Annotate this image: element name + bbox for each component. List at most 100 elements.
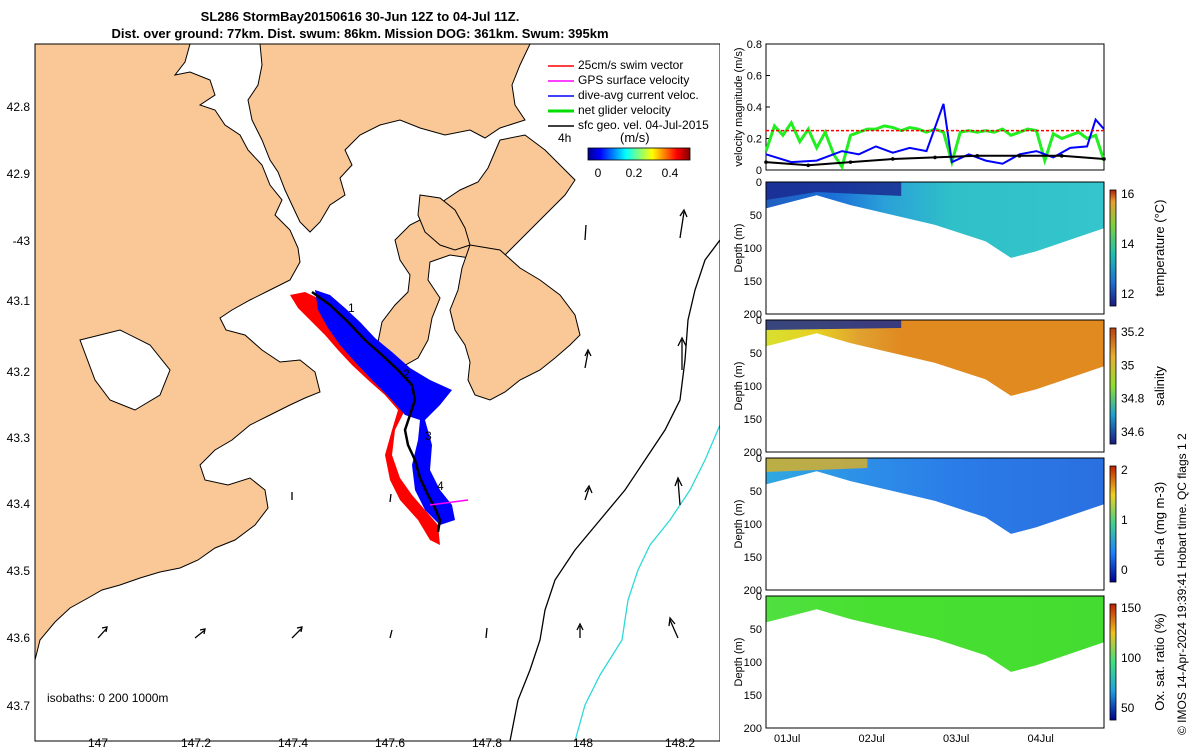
fresh-surface-layer bbox=[766, 320, 902, 330]
velocity-ytick: 0.2 bbox=[747, 134, 762, 146]
colorbar-label: salinity bbox=[1152, 366, 1167, 406]
colorbar-tick: 50 bbox=[1121, 701, 1135, 715]
geo-velocity-arrows bbox=[97, 208, 688, 639]
lat-tick: 42.9 bbox=[7, 167, 31, 181]
day-marker-2: 2 bbox=[403, 367, 410, 381]
depth-tick: 50 bbox=[750, 624, 762, 636]
colorbar-label: chl-a (mg m-3) bbox=[1152, 482, 1167, 567]
section-data-field bbox=[766, 596, 1104, 672]
cold-surface-layer bbox=[766, 182, 902, 200]
colorbar-tick: 1 bbox=[1121, 513, 1128, 527]
lon-tick: 147.2 bbox=[181, 736, 211, 750]
lat-tick: 43.6 bbox=[7, 631, 31, 645]
lon-tick: 147.6 bbox=[375, 736, 405, 750]
geo-velocity-point bbox=[764, 160, 768, 164]
current-vector-band bbox=[315, 290, 455, 525]
depth-tick: 150 bbox=[744, 690, 762, 702]
map-legend: 25cm/s swim vector GPS surface velocity … bbox=[548, 58, 709, 132]
colorbar-tick: 14 bbox=[1121, 237, 1135, 251]
geo-velocity-point bbox=[975, 154, 980, 158]
velocity-ytick: 0.4 bbox=[747, 102, 762, 114]
colorbar-label: Ox. sat. ratio (%) bbox=[1152, 613, 1167, 711]
velocity-series-dive-avg-current bbox=[765, 103, 1105, 165]
colorbar-tick: 16 bbox=[1121, 187, 1135, 201]
section-colorbar bbox=[1109, 327, 1117, 445]
date-tick: 01Jul bbox=[774, 733, 800, 745]
geo-velocity-point bbox=[890, 157, 895, 161]
swim-vector-band bbox=[290, 292, 440, 545]
legend-swim-vector: 25cm/s swim vector bbox=[578, 58, 683, 72]
lat-tick: -43 bbox=[13, 234, 31, 248]
depth-tick: 100 bbox=[744, 243, 762, 255]
lon-tick: 148.2 bbox=[665, 736, 695, 750]
glider-track-line bbox=[311, 290, 442, 533]
geo-velocity-point bbox=[848, 160, 853, 164]
section-temperature: 0 50 100 150 200 Depth (m) 12 14 16 temperature (… bbox=[733, 177, 1167, 321]
depth-tick: 200 bbox=[744, 585, 762, 597]
lon-tick: 147.4 bbox=[278, 736, 308, 750]
section-colorbar bbox=[1109, 189, 1117, 307]
depth-tick: 150 bbox=[744, 552, 762, 564]
depth-tick: 0 bbox=[756, 591, 762, 603]
isobath-1000m bbox=[574, 424, 720, 741]
velocity-ytick: 0 bbox=[756, 165, 762, 177]
section-axes bbox=[765, 319, 1105, 453]
depth-axis-label: Depth (m) bbox=[733, 362, 745, 411]
colorbar-label: temperature (°C) bbox=[1152, 200, 1167, 297]
depth-tick: 200 bbox=[744, 723, 762, 735]
figure-title-line1: SL286 StormBay20150616 30-Jun 12Z to 04-… bbox=[200, 9, 520, 24]
colorbar-tick: 34.6 bbox=[1121, 425, 1145, 439]
velocity-ytick: 0.8 bbox=[747, 39, 762, 51]
imos-credit: © IMOS 14-Apr-2024 19:39:41 Hobart time.… bbox=[1175, 433, 1189, 735]
colorbar-tick: 34.8 bbox=[1121, 392, 1145, 406]
velocity-ylabel: velocity magnitude (m/s) bbox=[733, 47, 745, 166]
colorbar-tick: 100 bbox=[1121, 651, 1141, 665]
depth-tick: 200 bbox=[744, 447, 762, 459]
depth-tick: 100 bbox=[744, 519, 762, 531]
geo-velocity-point bbox=[1102, 157, 1106, 161]
depth-tick: 200 bbox=[744, 309, 762, 321]
figure-title-line2: Dist. over ground: 77km. Dist. swum: 86k… bbox=[111, 26, 609, 41]
lat-tick: 43.2 bbox=[7, 365, 31, 379]
inlet-west bbox=[79, 329, 171, 411]
colorbar-tick: 0 bbox=[1121, 563, 1128, 577]
land-west bbox=[35, 44, 321, 661]
date-tick: 03Jul bbox=[943, 733, 969, 745]
lat-tick: 43.1 bbox=[7, 294, 31, 308]
section-data-field bbox=[766, 458, 1104, 534]
lon-tick: 148 bbox=[573, 736, 593, 750]
day-marker-3: 3 bbox=[425, 429, 432, 443]
chl-surface-layer bbox=[766, 458, 868, 472]
colorbar-tick: 0 bbox=[595, 166, 602, 180]
geo-velocity-point bbox=[933, 155, 937, 160]
depth-tick: 150 bbox=[744, 276, 762, 288]
depth-axis-label: Depth (m) bbox=[733, 224, 745, 273]
geo-velocity-point bbox=[1017, 154, 1022, 158]
colorbar-tick: 12 bbox=[1121, 287, 1135, 301]
depth-axis-label: Depth (m) bbox=[733, 500, 745, 549]
lat-tick: 43.7 bbox=[7, 699, 31, 713]
lat-tick: 43.4 bbox=[7, 497, 31, 511]
land-north bbox=[247, 44, 531, 233]
depth-tick: 150 bbox=[744, 414, 762, 426]
depth-tick: 50 bbox=[750, 348, 762, 360]
date-tick: 02Jul bbox=[858, 733, 884, 745]
depth-tick: 50 bbox=[750, 210, 762, 222]
section-colorbar bbox=[1109, 603, 1117, 721]
depth-tick: 0 bbox=[756, 453, 762, 465]
land-east-3 bbox=[449, 244, 581, 401]
section-axes bbox=[765, 181, 1105, 315]
day-marker-1: 1 bbox=[348, 301, 355, 315]
depth-tick: 50 bbox=[750, 486, 762, 498]
lon-tick: 147 bbox=[88, 736, 108, 750]
speed-colorbar bbox=[587, 147, 691, 161]
section-chl-a: 0 50 100 150 200 Depth (m) 0 1 2 chl-a (mg m-3) bbox=[733, 453, 1167, 597]
depth-tick: 100 bbox=[744, 381, 762, 393]
legend-geo-velocity: sfc geo. vel. 04-Jul-2015 bbox=[578, 118, 709, 132]
geo-velocity-point bbox=[806, 163, 811, 168]
depth-tick: 0 bbox=[756, 177, 762, 189]
section-data-field bbox=[766, 320, 1104, 396]
